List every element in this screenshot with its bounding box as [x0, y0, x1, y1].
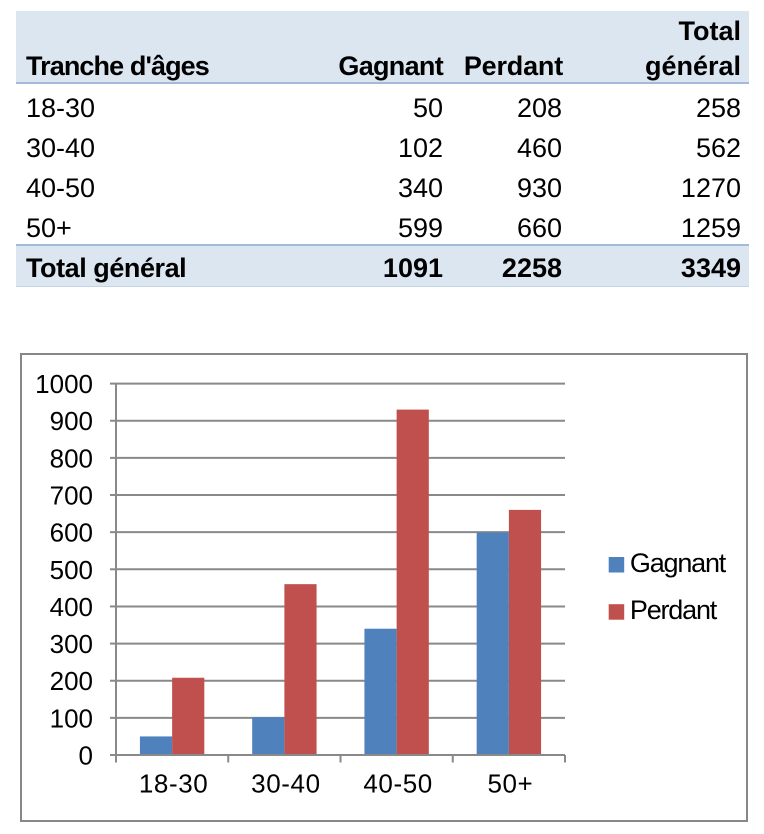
svg-text:18-30: 18-30: [139, 768, 209, 798]
svg-text:200: 200: [50, 666, 93, 696]
svg-text:100: 100: [50, 703, 93, 733]
svg-text:1000: 1000: [35, 369, 93, 399]
svg-text:0: 0: [79, 741, 93, 771]
svg-text:40-50: 40-50: [363, 768, 433, 798]
svg-text:300: 300: [50, 629, 93, 659]
svg-text:Gagnant: Gagnant: [630, 548, 727, 578]
svg-text:800: 800: [50, 443, 93, 473]
svg-text:700: 700: [50, 481, 93, 511]
svg-text:900: 900: [50, 406, 93, 436]
svg-text:400: 400: [50, 592, 93, 622]
svg-text:600: 600: [50, 518, 93, 548]
svg-text:30-40: 30-40: [251, 768, 321, 798]
svg-text:50+: 50+: [487, 768, 533, 798]
svg-text:Perdant: Perdant: [630, 595, 718, 625]
svg-text:500: 500: [50, 555, 93, 585]
